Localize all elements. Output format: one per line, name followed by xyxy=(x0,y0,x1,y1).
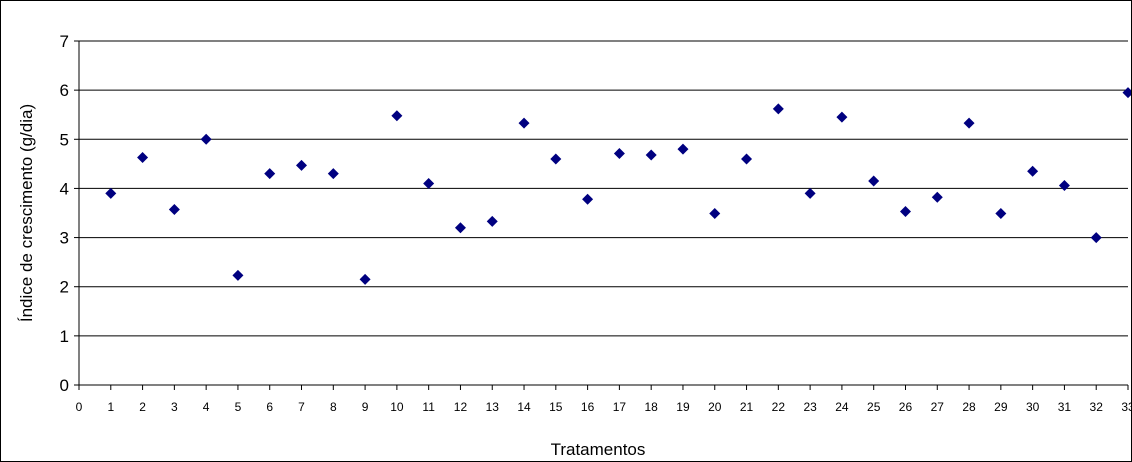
data-point-6 xyxy=(264,168,276,180)
x-tick-label-24: 24 xyxy=(835,400,849,414)
x-tick-label-21: 21 xyxy=(740,400,754,414)
y-tick-label-0: 0 xyxy=(60,376,69,395)
x-tick-label-16: 16 xyxy=(581,400,595,414)
x-tick-label-4: 4 xyxy=(203,400,210,414)
x-tick-label-26: 26 xyxy=(899,400,913,414)
x-tick-label-8: 8 xyxy=(330,400,337,414)
y-tick-label-2: 2 xyxy=(60,278,69,297)
x-tick-label-1: 1 xyxy=(107,400,114,414)
data-point-5 xyxy=(232,269,244,281)
data-point-22 xyxy=(772,103,784,115)
y-tick-label-7: 7 xyxy=(60,32,69,51)
x-tick-label-29: 29 xyxy=(994,400,1008,414)
x-tick-label-6: 6 xyxy=(266,400,273,414)
x-tick-label-14: 14 xyxy=(517,400,531,414)
data-point-20 xyxy=(709,207,721,219)
x-tick-label-12: 12 xyxy=(454,400,468,414)
data-point-24 xyxy=(836,111,848,123)
data-point-29 xyxy=(995,207,1007,219)
gridlines xyxy=(79,40,1128,337)
data-points xyxy=(105,87,1131,285)
x-tick-label-18: 18 xyxy=(645,400,659,414)
y-tick-label-5: 5 xyxy=(60,130,69,149)
y-tick-labels: 0 1 2 3 4 5 6 7 xyxy=(60,32,69,395)
data-point-30 xyxy=(1027,165,1039,177)
data-point-32 xyxy=(1090,232,1102,244)
x-tick-label-3: 3 xyxy=(171,400,178,414)
x-tick-labels: 0 1 2 3 4 5 6 7 8 9 10 11 12 13 14 15 16 17 18 19 20 21 22 23 24… xyxy=(76,400,1131,414)
data-point-18 xyxy=(645,149,657,161)
x-tick-label-27: 27 xyxy=(931,400,945,414)
data-point-15 xyxy=(550,153,562,165)
x-tick-label-0: 0 xyxy=(76,400,83,414)
y-tick-label-6: 6 xyxy=(60,81,69,100)
x-tick-label-31: 31 xyxy=(1058,400,1072,414)
x-tick-label-17: 17 xyxy=(613,400,627,414)
x-tick-label-25: 25 xyxy=(867,400,881,414)
x-tick-label-20: 20 xyxy=(708,400,722,414)
y-tick-label-3: 3 xyxy=(60,229,69,248)
data-point-2 xyxy=(137,151,149,163)
x-tick-label-19: 19 xyxy=(676,400,690,414)
x-axis-title: Tratamentos xyxy=(551,440,646,459)
x-tick-label-15: 15 xyxy=(549,400,563,414)
data-point-10 xyxy=(391,110,403,122)
x-tick-label-22: 22 xyxy=(772,400,786,414)
data-point-13 xyxy=(486,215,498,227)
x-tick-label-10: 10 xyxy=(390,400,404,414)
data-point-8 xyxy=(327,168,339,180)
data-point-3 xyxy=(168,204,180,216)
data-point-12 xyxy=(454,222,466,234)
x-tick-label-9: 9 xyxy=(362,400,369,414)
x-tick-label-33: 33 xyxy=(1121,400,1131,414)
data-point-21 xyxy=(741,153,753,165)
data-point-7 xyxy=(296,159,308,171)
data-point-4 xyxy=(200,133,212,145)
data-point-26 xyxy=(899,206,911,218)
data-point-1 xyxy=(105,187,117,199)
data-point-17 xyxy=(613,148,625,160)
data-point-25 xyxy=(868,175,880,187)
axes xyxy=(74,40,1129,390)
x-tick-label-2: 2 xyxy=(139,400,146,414)
data-point-9 xyxy=(359,273,371,285)
y-tick-label-1: 1 xyxy=(60,327,69,346)
data-point-19 xyxy=(677,143,689,155)
data-point-16 xyxy=(582,193,594,205)
x-tick-label-30: 30 xyxy=(1026,400,1040,414)
data-point-31 xyxy=(1058,179,1070,191)
y-axis-title: Índice de crescimento (g/dia) xyxy=(17,104,36,322)
data-point-11 xyxy=(423,178,435,190)
data-point-23 xyxy=(804,187,816,199)
x-tick-label-28: 28 xyxy=(962,400,976,414)
x-tick-label-32: 32 xyxy=(1090,400,1104,414)
x-tick-label-7: 7 xyxy=(298,400,305,414)
x-tick-label-23: 23 xyxy=(803,400,817,414)
x-tick-label-11: 11 xyxy=(422,400,435,414)
x-tick-label-13: 13 xyxy=(486,400,500,414)
data-point-28 xyxy=(963,117,975,129)
x-tick-label-5: 5 xyxy=(235,400,242,414)
data-point-33 xyxy=(1122,87,1131,99)
data-point-14 xyxy=(518,117,530,129)
data-point-27 xyxy=(931,191,943,203)
y-tick-label-4: 4 xyxy=(60,179,69,198)
